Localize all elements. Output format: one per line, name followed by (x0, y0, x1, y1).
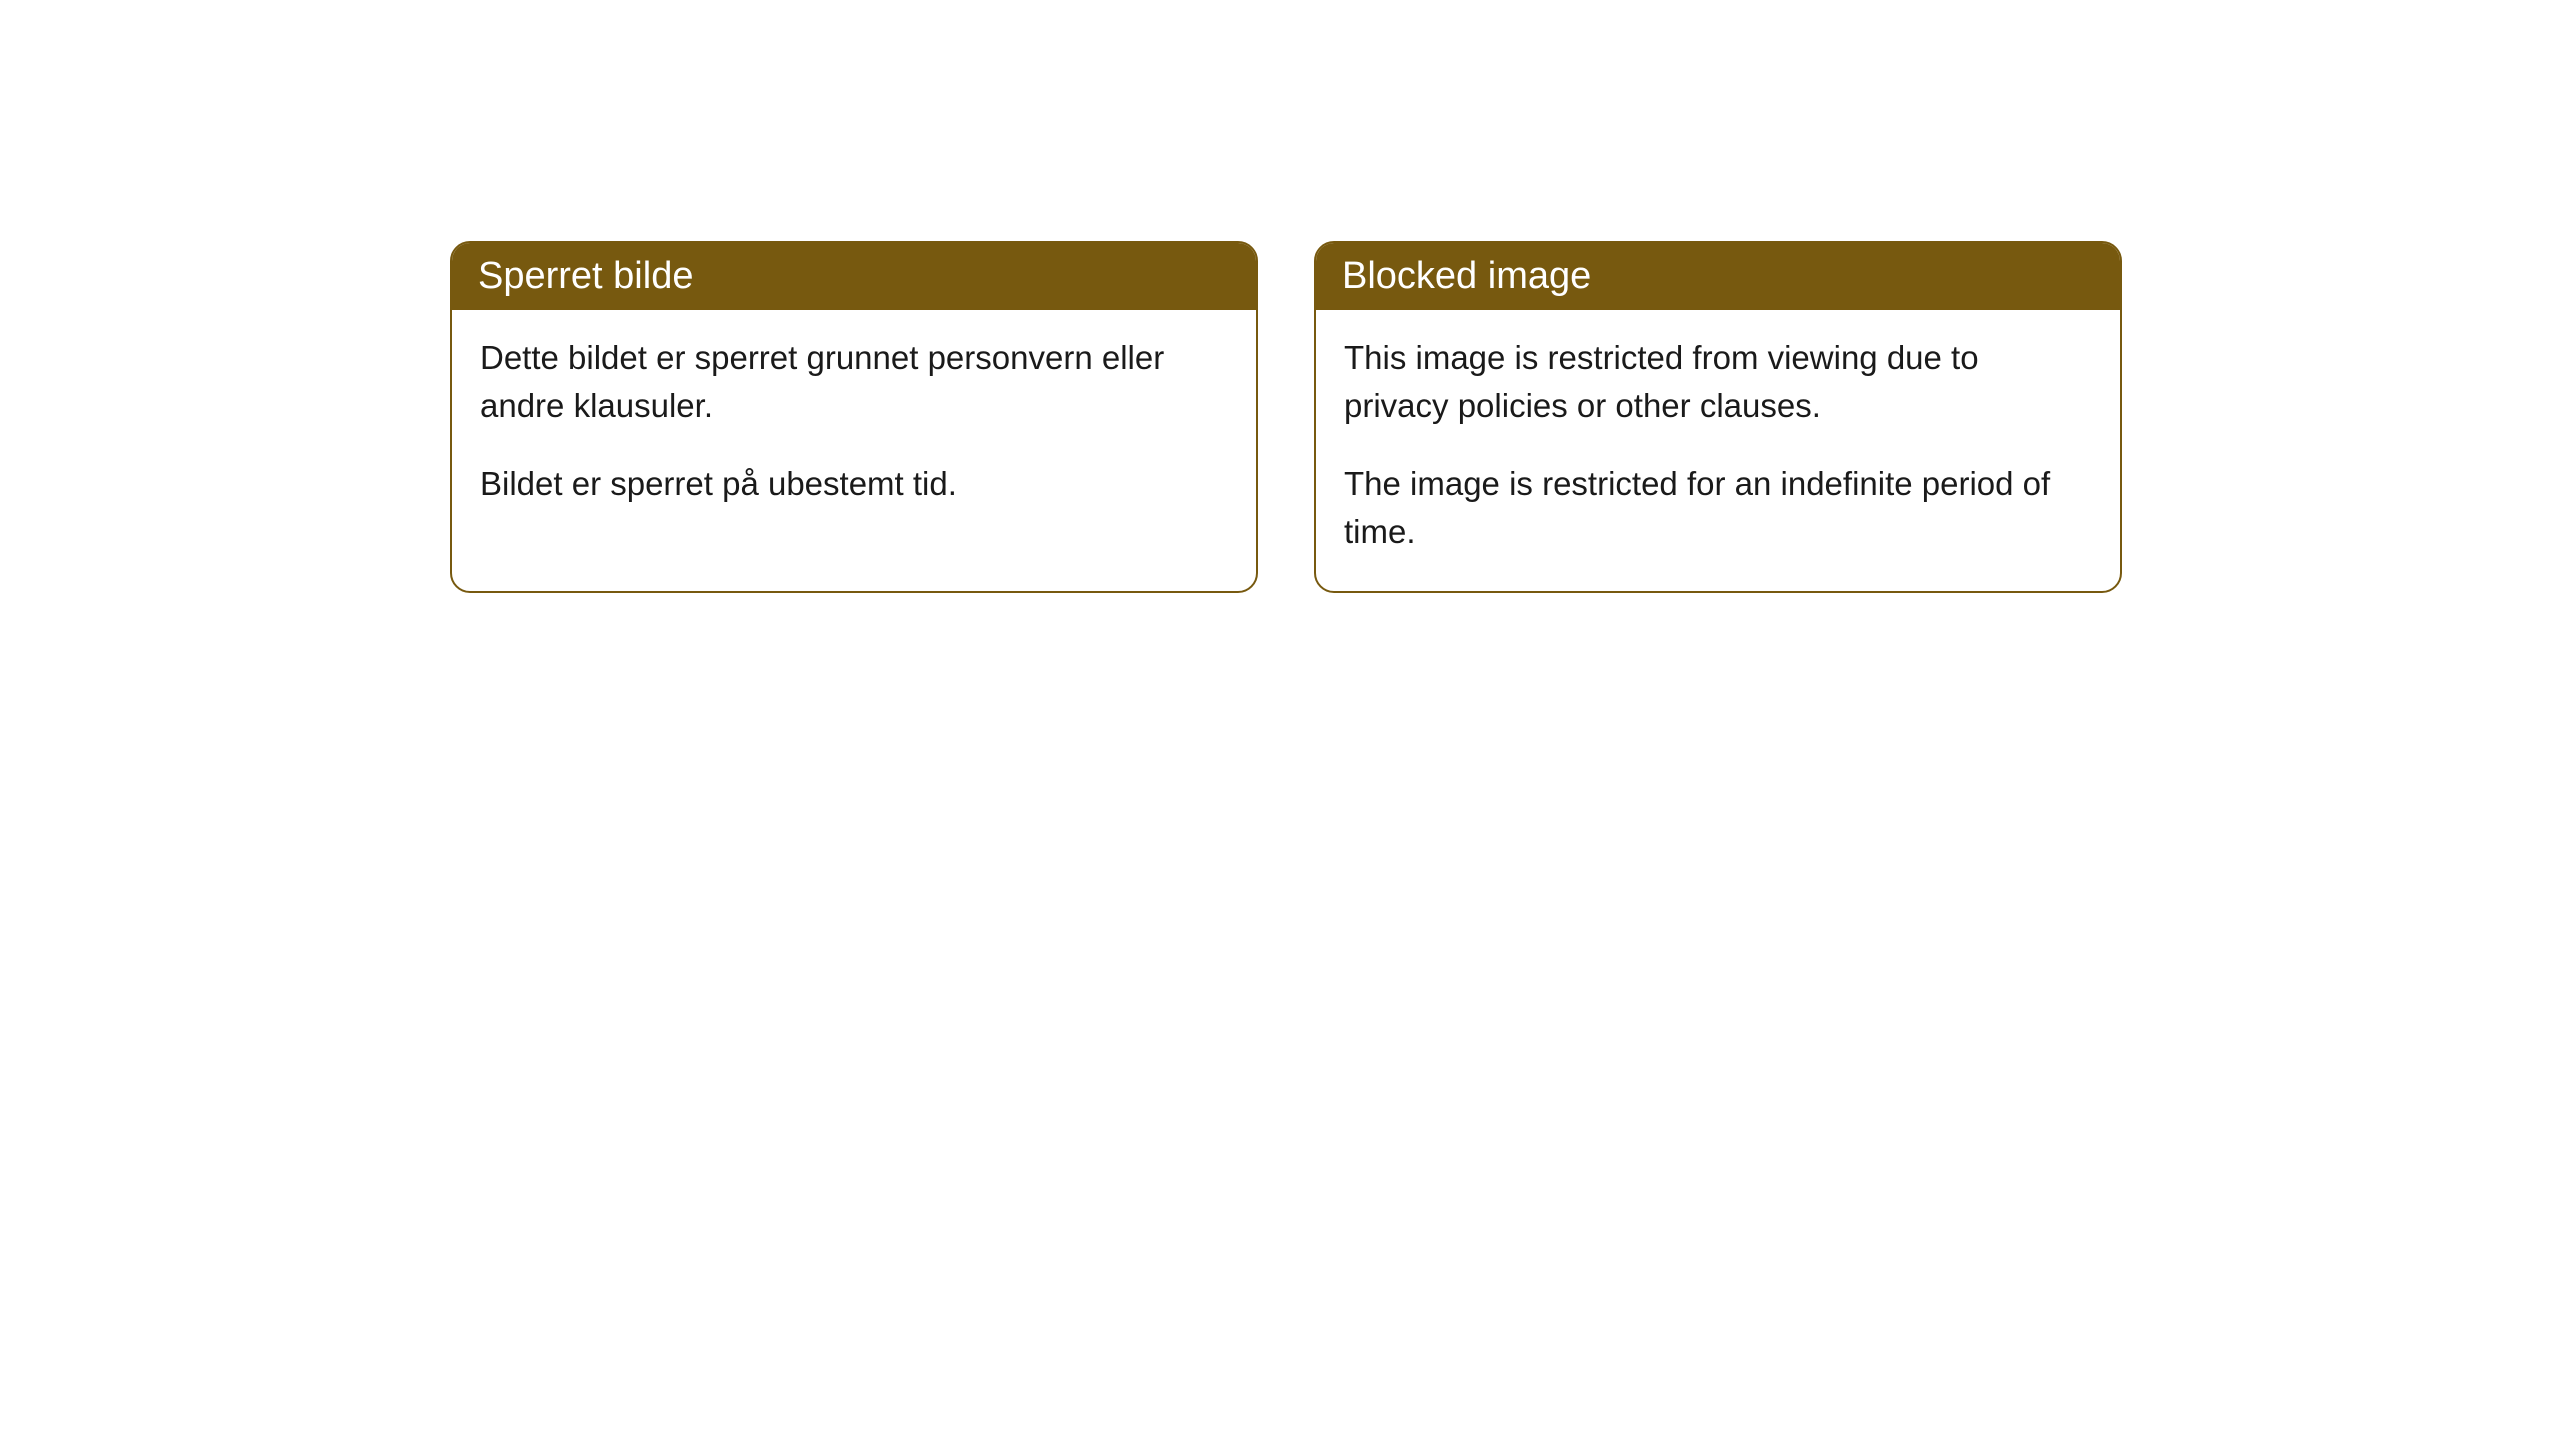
card-header-english: Blocked image (1316, 243, 2120, 310)
card-body-english: This image is restricted from viewing du… (1316, 310, 2120, 591)
card-paragraph-1-norwegian: Dette bildet er sperret grunnet personve… (480, 334, 1228, 430)
card-title-norwegian: Sperret bilde (478, 255, 693, 297)
blocked-image-card-english: Blocked image This image is restricted f… (1314, 241, 2122, 593)
card-paragraph-2-norwegian: Bildet er sperret på ubestemt tid. (480, 460, 1228, 508)
card-body-norwegian: Dette bildet er sperret grunnet personve… (452, 310, 1256, 544)
card-paragraph-2-english: The image is restricted for an indefinit… (1344, 460, 2092, 556)
card-header-norwegian: Sperret bilde (452, 243, 1256, 310)
cards-container: Sperret bilde Dette bildet er sperret gr… (450, 241, 2122, 593)
card-title-english: Blocked image (1342, 255, 1591, 297)
blocked-image-card-norwegian: Sperret bilde Dette bildet er sperret gr… (450, 241, 1258, 593)
card-paragraph-1-english: This image is restricted from viewing du… (1344, 334, 2092, 430)
